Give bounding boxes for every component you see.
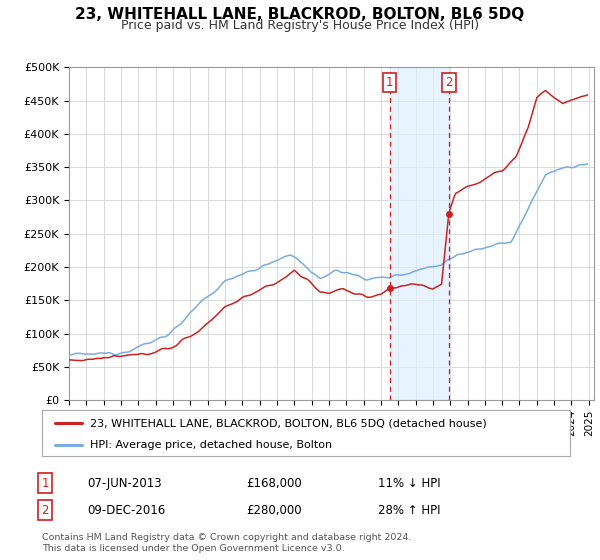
Text: 09-DEC-2016: 09-DEC-2016 [87, 503, 165, 517]
Text: 1: 1 [386, 76, 393, 88]
Text: 1: 1 [41, 477, 49, 490]
Text: 07-JUN-2013: 07-JUN-2013 [87, 477, 161, 490]
Text: HPI: Average price, detached house, Bolton: HPI: Average price, detached house, Bolt… [89, 440, 332, 450]
Text: 23, WHITEHALL LANE, BLACKROD, BOLTON, BL6 5DQ: 23, WHITEHALL LANE, BLACKROD, BOLTON, BL… [76, 7, 524, 22]
Text: 23, WHITEHALL LANE, BLACKROD, BOLTON, BL6 5DQ (detached house): 23, WHITEHALL LANE, BLACKROD, BOLTON, BL… [89, 418, 486, 428]
Text: £168,000: £168,000 [246, 477, 302, 490]
Text: Price paid vs. HM Land Registry's House Price Index (HPI): Price paid vs. HM Land Registry's House … [121, 19, 479, 32]
Text: 2: 2 [445, 76, 452, 88]
Text: 28% ↑ HPI: 28% ↑ HPI [378, 503, 440, 517]
Text: Contains HM Land Registry data © Crown copyright and database right 2024.
This d: Contains HM Land Registry data © Crown c… [42, 533, 412, 553]
Bar [389, 67, 449, 400]
Text: £280,000: £280,000 [246, 503, 302, 517]
Text: 11% ↓ HPI: 11% ↓ HPI [378, 477, 440, 490]
Text: 2: 2 [41, 503, 49, 517]
